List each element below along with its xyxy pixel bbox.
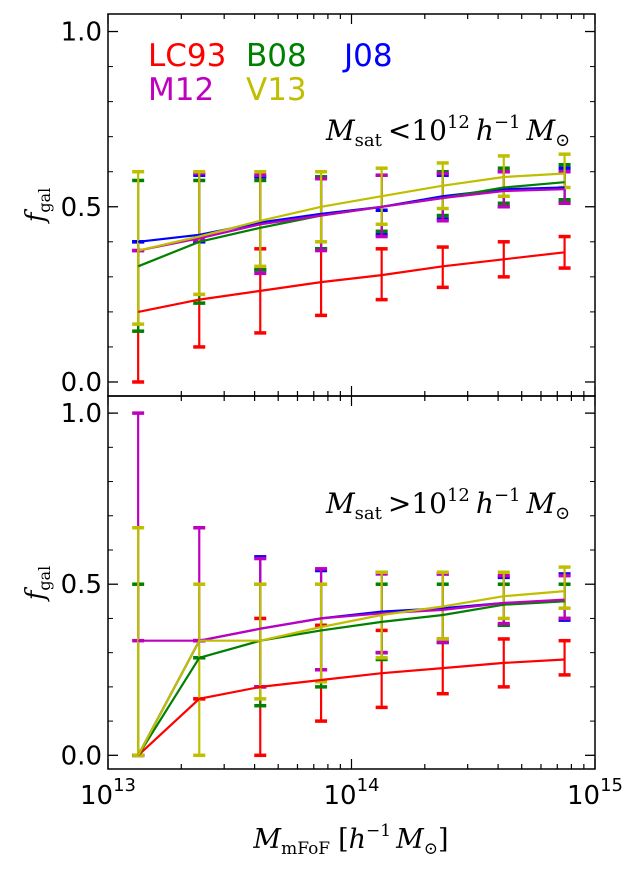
x-tick-exp: 15: [600, 775, 623, 796]
bottom-panel-series: [132, 411, 571, 758]
series-line-B08: [137, 600, 565, 756]
top-panel-annotation: Msat <1012 h−1 M⊙: [325, 112, 570, 151]
x-tick-base: 10: [567, 781, 600, 811]
annotation-sun: ⊙: [555, 503, 570, 524]
annotation-var: M: [325, 114, 356, 147]
x-tick-base: 10: [80, 781, 113, 811]
top-panel-series: [132, 152, 571, 384]
x-tick-label: 1015: [567, 775, 623, 811]
legend-J08: J08: [342, 38, 393, 74]
annotation-m: M: [525, 487, 556, 520]
xlabel-sub: mFoF: [281, 839, 330, 859]
x-tick-exp: 14: [357, 775, 380, 796]
annotation-exp: 12: [447, 112, 470, 133]
series-line-V13: [137, 590, 565, 756]
annotation-base: 10: [411, 487, 447, 520]
annotation-exp: 12: [447, 485, 470, 506]
y-tick-label: 0.5: [61, 193, 102, 223]
ylabel-sub: gal: [35, 188, 54, 213]
legend-M12: M12: [148, 72, 214, 108]
series-line-LC93: [137, 658, 565, 757]
annotation-base: 10: [411, 114, 447, 147]
xlabel-open: [: [338, 824, 349, 855]
xlabel-sun: ⊙: [424, 839, 438, 859]
series-line-M12: [138, 598, 565, 642]
bottom-panel-ylabel: fgal: [21, 566, 54, 603]
y-tick-label: 1.0: [61, 18, 102, 48]
annotation-sun: ⊙: [555, 130, 570, 151]
x-tick-exp: 13: [113, 775, 136, 796]
xlabel-close: ]: [438, 824, 449, 855]
annotation-var: M: [325, 487, 356, 520]
x-tick-label: 1013: [80, 775, 136, 811]
x-tick-label: 1014: [324, 775, 380, 811]
y-tick-label: 0.5: [61, 570, 102, 600]
top-panel-ylabel: fgal: [21, 188, 54, 225]
annotation-m: M: [525, 114, 556, 147]
bottom-panel-annotation: Msat >1012 h−1 M⊙: [325, 485, 570, 524]
y-tick-label: 0.0: [61, 368, 102, 398]
series-line-M12: [137, 188, 565, 252]
xlabel-var: M: [252, 824, 282, 855]
bottom-panel-frame: [107, 395, 596, 770]
series-line-LC93: [137, 251, 565, 313]
annotation-op: >: [388, 487, 411, 520]
y-tick-label: 1.0: [61, 399, 102, 429]
errorbars-V13: [132, 525, 571, 758]
series-line-V13: [137, 172, 565, 252]
x-axis-label: MmFoF [h−1 M⊙]: [252, 821, 448, 859]
annotation-op: <: [388, 114, 411, 147]
annotation-hexp: −1: [494, 485, 521, 506]
top-panel-ticks: 0.0 0.5 1.0: [61, 14, 596, 398]
annotation-sub: sat: [355, 503, 383, 524]
annotation-hexp: −1: [494, 112, 521, 133]
xlabel-m: M: [395, 824, 425, 855]
ylabel-sub: gal: [35, 566, 54, 591]
x-tick-base: 10: [324, 781, 357, 811]
annotation-sub: sat: [355, 130, 383, 151]
legend-V13: V13: [246, 72, 307, 108]
y-tick-label: 0.0: [61, 741, 102, 771]
top-panel-legend: LC93 B08 J08 M12 V13: [148, 38, 393, 108]
annotation-h: h: [476, 487, 494, 520]
top-panel: 0.0 0.5 1.0 LC93 B08 J08 M12 V13 Msat <1012…: [21, 13, 596, 398]
x-tick-labels: 1013 1014 1015: [80, 775, 623, 811]
annotation-h: h: [476, 114, 494, 147]
xlabel-sup: −1: [366, 821, 391, 841]
bottom-panel: 0.00.51.0 Msat >1012 h−1 M⊙ fgal: [21, 395, 596, 771]
legend-LC93: LC93: [148, 38, 226, 74]
legend-B08: B08: [246, 38, 307, 74]
xlabel-h: h: [349, 824, 366, 855]
bottom-panel-ticks: 0.0 0.5 1.0: [61, 396, 596, 771]
